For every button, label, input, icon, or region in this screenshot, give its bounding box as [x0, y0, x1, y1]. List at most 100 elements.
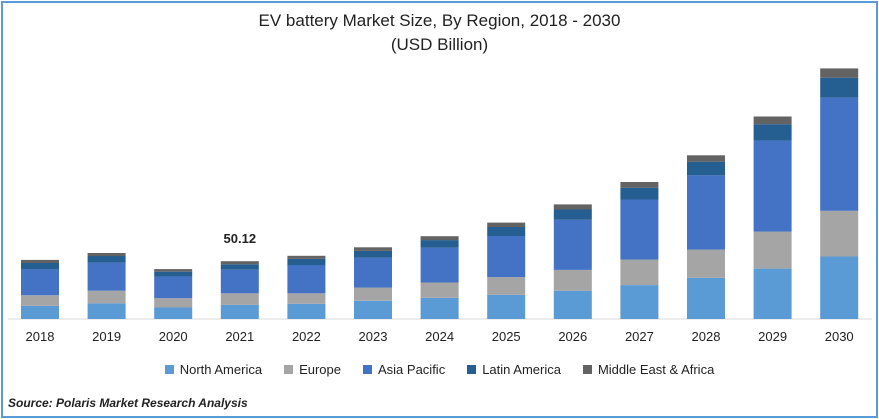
bar-segment — [287, 303, 326, 319]
chart-title: EV battery Market Size, By Region, 2018 … — [258, 11, 621, 30]
bar-segment — [154, 276, 193, 299]
bar-segment — [420, 247, 459, 283]
bar-segment — [487, 277, 526, 295]
legend-label: Middle East & Africa — [597, 362, 715, 377]
bar-segment — [553, 204, 592, 210]
bar-segment — [820, 97, 859, 211]
data-label: 50.12 — [224, 231, 257, 246]
legend-label: Latin America — [482, 362, 561, 377]
bar-segment — [420, 297, 459, 319]
x-tick-label: 2026 — [558, 329, 587, 344]
bar-segment — [820, 256, 859, 319]
bar-segment — [87, 290, 126, 304]
bar-segment — [287, 258, 326, 266]
legend-item: North America — [164, 362, 263, 377]
bar-segment — [154, 298, 193, 308]
x-tick-label: 2029 — [758, 329, 787, 344]
bar-segment — [354, 250, 392, 258]
bar-segment — [620, 199, 659, 260]
bar-segment — [420, 240, 459, 248]
source-note: Source: Polaris Market Research Analysis — [8, 396, 248, 410]
bar-segment — [21, 259, 59, 263]
legend-label: Asia Pacific — [378, 362, 446, 377]
x-tick-label: 2025 — [492, 329, 521, 344]
x-tick-label: 2027 — [625, 329, 654, 344]
bar-segment — [220, 304, 259, 319]
bar-segment — [487, 227, 526, 236]
bar-segment — [620, 285, 659, 319]
bar-segment — [87, 262, 126, 291]
bar-segment — [287, 255, 326, 259]
bar-segment — [753, 140, 792, 232]
bar-segment — [620, 187, 659, 200]
chart-subtitle: (USD Billion) — [390, 35, 489, 54]
legend-item: Asia Pacific — [363, 362, 445, 377]
bar-segment — [753, 124, 792, 141]
bar-segment — [154, 307, 193, 319]
x-tick-label: 2028 — [692, 329, 721, 344]
bar-segment — [753, 231, 792, 269]
bar-segment — [87, 253, 126, 257]
bar-segment — [354, 257, 392, 288]
bar-segment — [820, 77, 859, 98]
bar-segment — [687, 249, 725, 278]
bar-segment — [154, 269, 193, 272]
bar-segment — [687, 175, 725, 250]
bar-segment — [220, 293, 259, 305]
bar-segment — [487, 222, 526, 227]
x-tick-label: 2020 — [159, 329, 188, 344]
bar-segment — [87, 303, 126, 319]
bar-segment — [287, 265, 326, 294]
legend-item: Middle East & Africa — [582, 362, 715, 377]
legend-swatch — [284, 365, 294, 374]
bar-segment — [21, 263, 59, 270]
bar-segment — [220, 261, 259, 265]
bar-segment — [820, 68, 859, 78]
bar-segment — [687, 161, 725, 176]
bar-segment — [220, 264, 259, 270]
x-tick-label: 2023 — [359, 329, 388, 344]
bar-segment — [687, 155, 725, 162]
x-tick-label: 2019 — [92, 329, 121, 344]
legend-item: Europe — [284, 362, 341, 377]
x-tick-label: 2024 — [425, 329, 454, 344]
bar-segment — [553, 269, 592, 291]
legend-swatch — [582, 365, 592, 374]
bar-segment — [753, 116, 792, 125]
legend-swatch — [164, 365, 174, 374]
bar-segment — [87, 256, 126, 263]
bar-segment — [21, 295, 59, 306]
legend-label: North America — [179, 362, 263, 377]
bar-segment — [620, 259, 659, 285]
x-tick-label: 2030 — [825, 329, 854, 344]
x-tick-label: 2022 — [292, 329, 321, 344]
legend-label: Europe — [299, 362, 341, 377]
bar-segment — [753, 268, 792, 319]
legend-item: Latin America — [467, 362, 561, 377]
legend-swatch — [467, 365, 477, 374]
bar-segment — [354, 247, 392, 251]
bar-segment — [620, 182, 659, 188]
bar-segment — [553, 219, 592, 270]
x-tick-label: 2018 — [26, 329, 55, 344]
bar-segment — [553, 209, 592, 220]
bar-segment — [687, 277, 725, 319]
bar-segment — [820, 210, 859, 257]
bar-segment — [487, 294, 526, 319]
legend: North America Europe Asia Pacific Latin … — [0, 362, 879, 377]
bar-segment — [287, 293, 326, 304]
legend-swatch — [363, 365, 372, 374]
bar-segment — [553, 290, 592, 319]
bar-segment — [154, 271, 193, 277]
bar-segment — [354, 287, 392, 301]
x-tick-label: 2021 — [225, 329, 254, 344]
bar-segment — [21, 305, 59, 319]
bar-segment — [354, 300, 392, 319]
bar-segment — [220, 269, 259, 294]
bar-segment — [420, 236, 459, 241]
bar-segment — [21, 269, 59, 296]
bar-segment — [487, 236, 526, 278]
bar-segment — [420, 282, 459, 298]
